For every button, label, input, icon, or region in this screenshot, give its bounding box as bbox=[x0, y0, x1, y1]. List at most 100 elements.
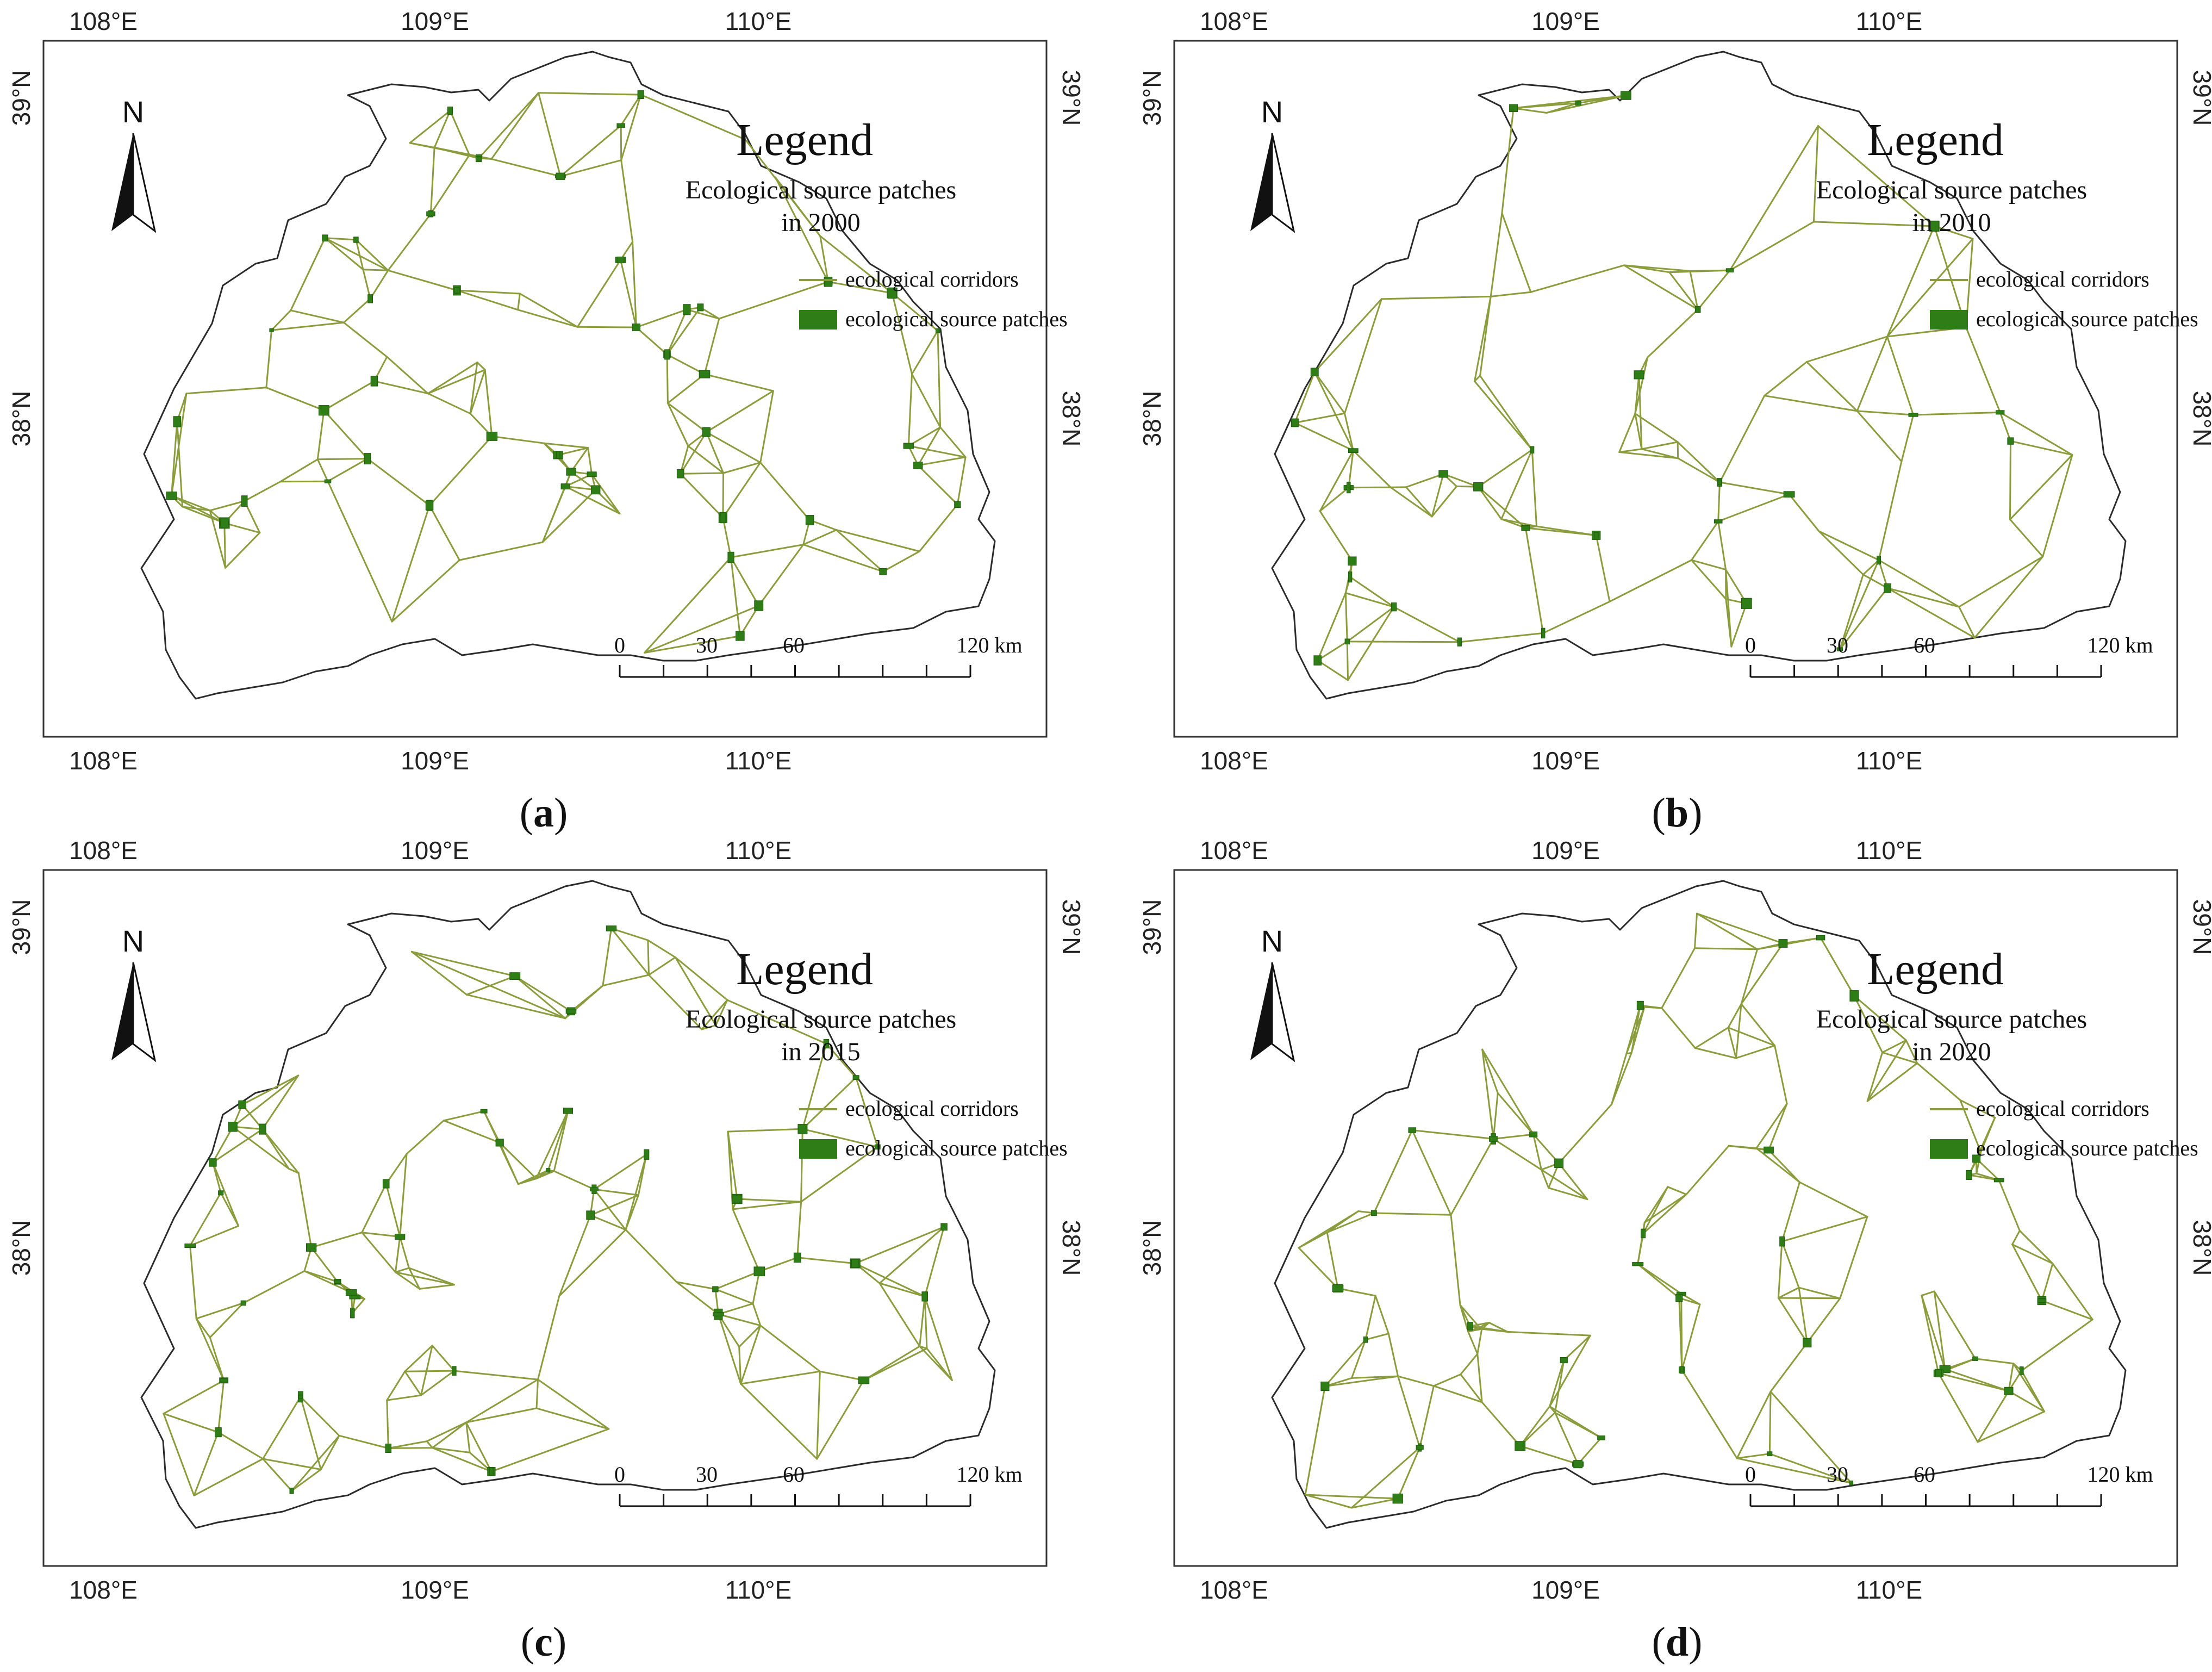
corridor-segment bbox=[1691, 559, 1727, 571]
corridor-segment bbox=[1397, 1446, 1421, 1500]
corridor-segment bbox=[406, 1120, 445, 1155]
corridor-segment bbox=[1820, 937, 1855, 997]
source-patch bbox=[616, 123, 626, 128]
corridor-segment bbox=[1326, 1212, 1375, 1234]
corridor-segment bbox=[1317, 592, 1347, 661]
corridor-segment bbox=[310, 1232, 363, 1248]
north-arrow: N bbox=[111, 924, 157, 1062]
corridor-segment bbox=[907, 426, 942, 447]
corridor-segment bbox=[911, 330, 939, 375]
source-patch bbox=[903, 443, 914, 449]
corridor-segment bbox=[386, 1370, 406, 1401]
corridor-segment bbox=[1364, 1295, 1376, 1341]
corridor-segment bbox=[469, 369, 486, 415]
corridor-segment bbox=[1958, 556, 2044, 608]
ecological-source-patches bbox=[1291, 91, 2014, 666]
legend-subtitle: Ecological source patches bbox=[1816, 1005, 2087, 1034]
corridor-segment bbox=[1634, 356, 1649, 415]
corridor-segment bbox=[1998, 1179, 2021, 1232]
corridor-segment bbox=[1393, 606, 1461, 643]
lat-label-38-left-d: 38°N bbox=[1138, 1220, 1166, 1276]
source-patch bbox=[736, 631, 745, 641]
corridor-segment bbox=[1488, 1322, 1509, 1333]
corridor-segment bbox=[410, 950, 566, 1020]
corridor-segment bbox=[1768, 1390, 1772, 1455]
corridor-segment bbox=[189, 1225, 240, 1247]
corridor-segment bbox=[420, 1370, 455, 1396]
corridor-segment bbox=[408, 1267, 456, 1286]
corridor-segment bbox=[324, 237, 364, 271]
lon-label-108-top-c: 108°E bbox=[69, 836, 138, 865]
corridor-segment bbox=[666, 402, 689, 447]
source-patch bbox=[563, 1108, 573, 1114]
corridor-segment bbox=[1337, 1287, 1376, 1297]
corridor-segment bbox=[541, 471, 572, 543]
corridor-segment bbox=[620, 94, 642, 127]
corridor-segment bbox=[620, 94, 642, 161]
corridor-segment bbox=[535, 1170, 555, 1180]
corridor-segment bbox=[1806, 1297, 1841, 1344]
corridor-segment bbox=[1697, 269, 1731, 310]
scale-label-60: 60 bbox=[783, 633, 805, 657]
corridor-segment bbox=[1324, 1339, 1367, 1387]
source-patch bbox=[1849, 990, 1859, 1002]
corridor-segment bbox=[1530, 264, 1625, 293]
lon-label-108-bottom-a: 108°E bbox=[69, 747, 138, 775]
lon-label-110-top-c: 110°E bbox=[725, 836, 792, 865]
corridor-segment bbox=[701, 1024, 717, 1030]
corridor-segment bbox=[1532, 1133, 1542, 1171]
source-patch bbox=[1816, 935, 1825, 941]
corridor-segment bbox=[1319, 510, 1353, 562]
lon-label-110-top-a: 110°E bbox=[725, 7, 792, 35]
corridor-segment bbox=[863, 1345, 921, 1381]
corridor-segment bbox=[589, 1214, 627, 1231]
source-patch bbox=[1473, 482, 1484, 492]
source-patch bbox=[2007, 437, 2014, 445]
source-patch bbox=[1636, 1000, 1644, 1010]
corridor-segment bbox=[2011, 1244, 2043, 1302]
corridor-segment bbox=[924, 1295, 953, 1381]
source-patch bbox=[1767, 1451, 1773, 1457]
corridor-segment bbox=[1477, 449, 1533, 488]
caption-c: (c) bbox=[521, 1619, 566, 1665]
corridor-segment bbox=[1554, 1412, 1579, 1465]
corridor-segment bbox=[1756, 937, 1822, 950]
source-patch bbox=[1675, 1294, 1683, 1302]
corridor-segment bbox=[666, 308, 688, 356]
corridor-segment bbox=[1349, 576, 1395, 608]
corridor-segment bbox=[443, 1110, 485, 1122]
corridor-segment bbox=[1350, 1497, 1399, 1509]
corridor-segment bbox=[610, 928, 650, 976]
corridor-segment bbox=[431, 1421, 468, 1449]
corridor-segment bbox=[620, 159, 634, 243]
source-patch bbox=[1291, 418, 1299, 427]
legend-patch-label: ecological source patches bbox=[1976, 307, 2198, 331]
source-patch bbox=[1371, 1210, 1377, 1216]
lat-label-38-right-d: 38°N bbox=[2188, 1220, 2212, 1276]
corridor-segment bbox=[680, 431, 707, 475]
corridor-segment bbox=[244, 481, 282, 502]
corridor-segment bbox=[740, 1383, 818, 1460]
corridor-segment bbox=[465, 993, 566, 1020]
source-patch bbox=[1993, 1178, 2004, 1183]
lon-label-110-bottom-d: 110°E bbox=[1856, 1576, 1922, 1604]
corridor-segment bbox=[1769, 1341, 1808, 1393]
corridor-segment bbox=[1637, 1263, 1680, 1299]
corridor-segment bbox=[1397, 1375, 1421, 1449]
legend-patch-label: ecological source patches bbox=[845, 1136, 1068, 1160]
corridor-segment bbox=[1856, 410, 1903, 463]
lat-label-38-right-a: 38°N bbox=[1057, 391, 1086, 447]
legend-subtitle-year: in 2000 bbox=[781, 208, 860, 237]
corridor-segment bbox=[465, 1421, 493, 1472]
source-patch bbox=[644, 1149, 650, 1160]
corridor-segment bbox=[1481, 1048, 1499, 1094]
lon-label-110-bottom-b: 110°E bbox=[1856, 747, 1922, 775]
corridor-segment bbox=[1768, 1149, 1800, 1183]
source-patch bbox=[1573, 1460, 1583, 1469]
corridor-segment bbox=[1618, 448, 1643, 453]
corridor-segment bbox=[1798, 1286, 1808, 1344]
caption-letter-d: d bbox=[1666, 1619, 1688, 1665]
source-patch bbox=[1348, 448, 1359, 453]
source-patch bbox=[259, 1123, 266, 1135]
source-patch bbox=[1877, 556, 1881, 564]
